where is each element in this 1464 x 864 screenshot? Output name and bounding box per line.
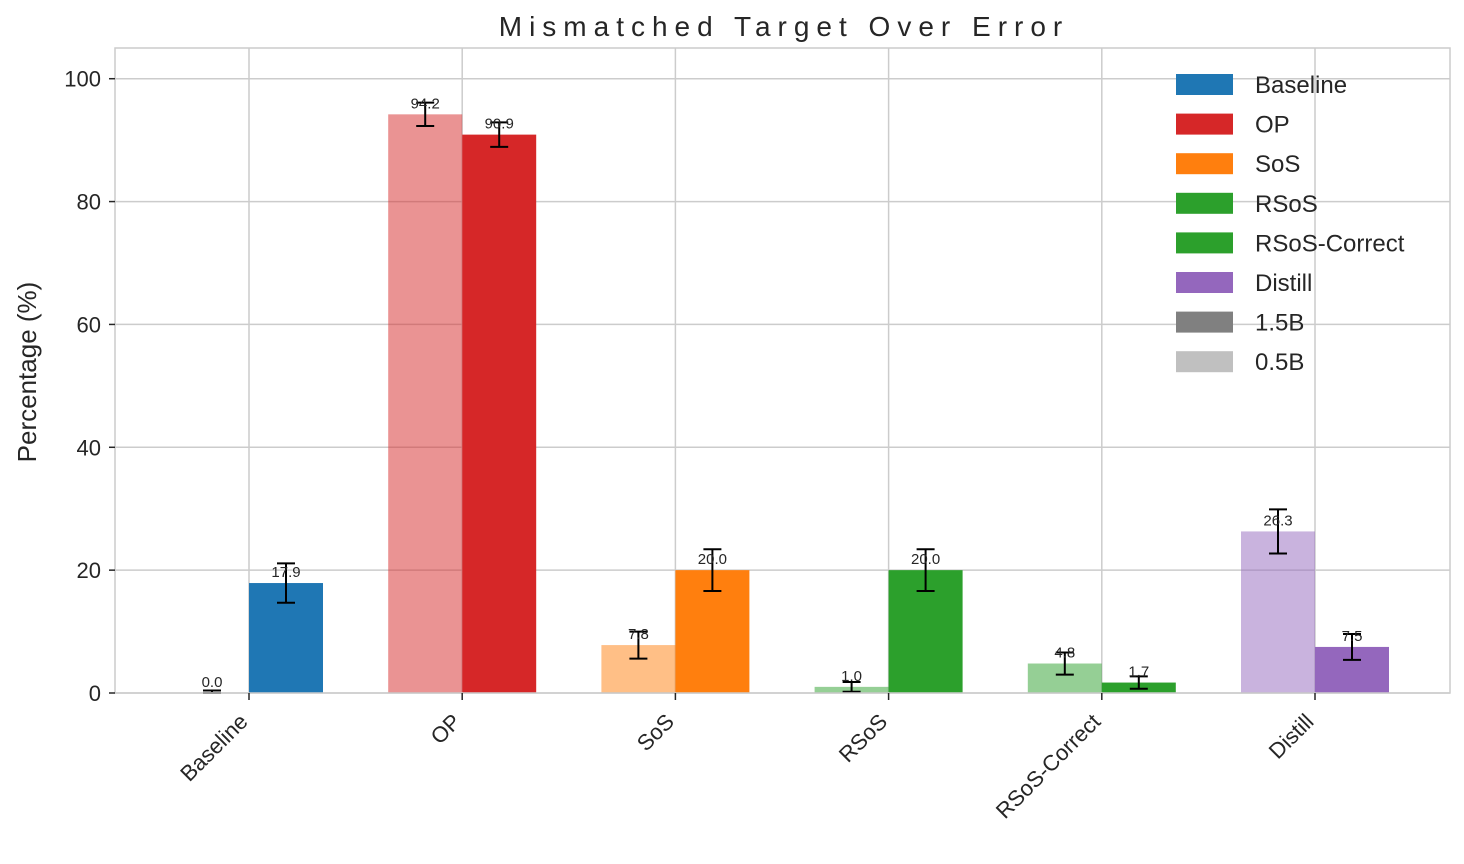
y-tick-label: 100	[64, 67, 101, 92]
legend-label: 0.5B	[1255, 349, 1304, 376]
y-tick-label: 20	[77, 558, 101, 583]
legend-label: Distill	[1255, 270, 1312, 297]
data-label: 90.9	[485, 116, 514, 133]
legend-swatch	[1176, 113, 1233, 135]
data-label: 7.8	[628, 626, 649, 643]
legend-swatch	[1176, 232, 1233, 254]
legend: Baseline OP SoS RSoS RSoS-Correct Distill 1.5B…	[1176, 72, 1405, 376]
data-label: 4.8	[1054, 645, 1075, 662]
y-tick-label: 0	[89, 681, 101, 706]
legend-label: Baseline	[1255, 72, 1347, 99]
legend-swatch	[1176, 192, 1233, 214]
bar-15b-op	[462, 134, 537, 694]
legend-label: 1.5B	[1255, 310, 1304, 337]
chart-title: Mismatched Target Over Error	[499, 11, 1070, 42]
y-tick-label: 60	[77, 312, 101, 337]
legend-swatch	[1176, 74, 1233, 95]
legend-label: RSoS	[1255, 191, 1318, 218]
bar-05b-distill	[1241, 531, 1315, 693]
legend-swatch	[1176, 153, 1233, 175]
plot-frame	[114, 47, 1451, 694]
data-label: 1.0	[841, 668, 862, 685]
legend-swatch	[1176, 351, 1233, 373]
bar-05b-op	[388, 114, 463, 694]
data-label: 17.9	[271, 564, 300, 581]
data-label: 20.0	[911, 551, 940, 568]
bars-group	[249, 114, 1389, 694]
legend-label: RSoS-Correct	[1255, 230, 1405, 257]
legend-swatch	[1176, 272, 1233, 293]
data-labels-group: 0.0 94.2 7.8 1.0 4.8 26.3 17.9 90.9 20.0 20.0 1.7 7…	[202, 95, 1363, 691]
data-label: 7.5	[1342, 628, 1363, 645]
data-label: 0.0	[202, 674, 223, 691]
data-label: 20.0	[698, 551, 727, 568]
y-tick-label: 40	[77, 435, 101, 460]
y-tick-label: 80	[77, 190, 101, 215]
data-label: 1.7	[1128, 664, 1149, 681]
y-axis-ticks: 0 20 40 60 80 100	[64, 67, 115, 706]
data-label: 26.3	[1263, 512, 1292, 529]
legend-label: SoS	[1255, 151, 1300, 178]
data-label: 94.2	[411, 95, 440, 112]
legend-label: OP	[1255, 112, 1290, 139]
y-axis-title: Percentage (%)	[12, 282, 42, 463]
legend-swatch	[1176, 311, 1233, 333]
